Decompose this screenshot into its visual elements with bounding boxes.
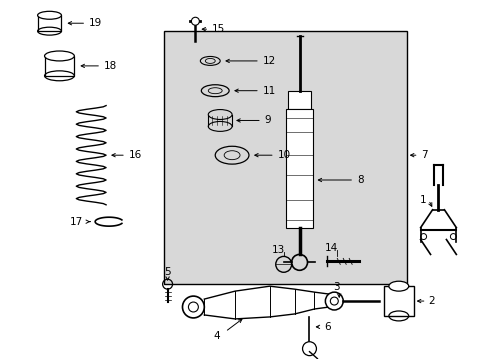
Bar [44, 56, 74, 76]
Text: 4: 4 [213, 331, 220, 341]
Text: 14: 14 [324, 243, 337, 253]
Text: 2: 2 [427, 296, 434, 306]
Text: 3: 3 [332, 282, 339, 292]
Ellipse shape [44, 51, 74, 61]
Ellipse shape [325, 292, 343, 310]
Circle shape [191, 17, 199, 25]
Text: 8: 8 [356, 175, 363, 185]
Text: 16: 16 [129, 150, 142, 160]
Ellipse shape [188, 302, 198, 312]
Ellipse shape [388, 281, 408, 291]
Text: 5: 5 [164, 267, 171, 277]
Bar [287, 91, 311, 109]
Text: 18: 18 [104, 61, 117, 71]
Text: 19: 19 [89, 18, 102, 28]
Text: 11: 11 [263, 86, 276, 96]
Text: 7: 7 [420, 150, 427, 160]
Ellipse shape [38, 11, 61, 19]
Text: 17: 17 [70, 217, 83, 227]
Text: 6: 6 [324, 322, 330, 332]
Circle shape [302, 342, 316, 356]
Bar [383, 286, 413, 316]
Text: 10: 10 [277, 150, 290, 160]
Bar [38, 15, 61, 31]
Bar [285, 109, 313, 228]
Text: 9: 9 [264, 116, 271, 126]
Ellipse shape [182, 296, 204, 318]
Ellipse shape [330, 297, 338, 305]
Text: 1: 1 [419, 195, 426, 205]
Bar [163, 31, 406, 284]
Text: 15: 15 [212, 24, 225, 34]
Text: 12: 12 [263, 56, 276, 66]
Text: 13: 13 [271, 246, 285, 256]
